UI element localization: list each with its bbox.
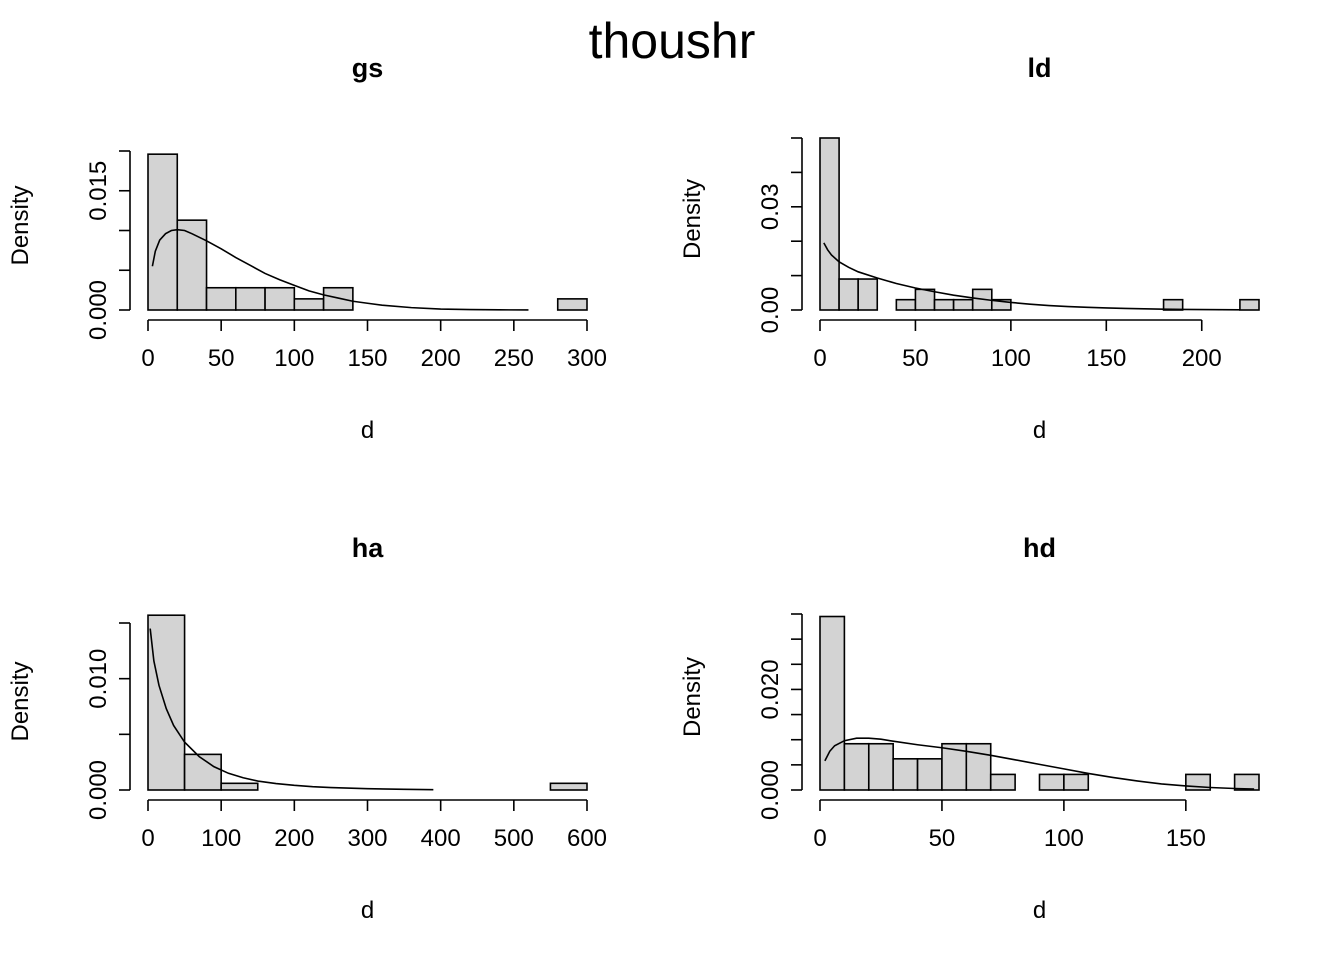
x-axis-label: d <box>361 897 374 924</box>
x-tick-label: 50 <box>902 345 929 372</box>
panel-ld: 0 50 100 150 200 0.00 0.03 ld d Density <box>679 53 1260 444</box>
x-tick-label: 300 <box>347 825 387 852</box>
x-tick-label: 0 <box>813 345 826 372</box>
histogram-bar <box>556 298 588 311</box>
x-tick-label: 100 <box>201 825 241 852</box>
x-tick-label: 150 <box>1166 825 1206 852</box>
histogram-bar <box>1233 773 1260 791</box>
x-tick-label: 150 <box>347 345 387 372</box>
panel-title: gs <box>352 53 384 83</box>
density-curve <box>151 228 529 311</box>
x-tick-label: 300 <box>567 345 607 372</box>
figure-title: thoushr <box>589 13 756 69</box>
density-curve <box>824 737 1255 790</box>
histogram-bar <box>989 773 1016 791</box>
y-tick-label: 0.015 <box>85 161 112 221</box>
x-tick-label: 100 <box>1044 825 1084 852</box>
histogram-bar <box>952 298 974 311</box>
histogram-bar <box>1038 773 1065 791</box>
histogram-bar <box>1239 298 1260 311</box>
histogram-bar <box>819 615 846 791</box>
panel-hd: 0 50 100 150 0.000 0.020 hd d Density <box>679 533 1260 924</box>
panel-title: ha <box>352 533 384 563</box>
histogram-bar <box>892 758 919 791</box>
histogram-bar <box>914 288 936 311</box>
histogram-bar <box>205 286 237 311</box>
histogram-bar <box>916 758 943 791</box>
histogram-bar <box>838 278 859 311</box>
x-tick-label: 400 <box>421 825 461 852</box>
y-axis-label: Density <box>7 185 34 265</box>
y-tick-label: 0.000 <box>85 280 112 340</box>
x-tick-label: 200 <box>274 825 314 852</box>
histogram-bar <box>549 782 588 791</box>
panel-ha: 0 100 200 300 400 500 600 0.000 0.010 ha d Density <box>7 533 607 924</box>
histogram-bar <box>933 298 955 311</box>
histogram-bar <box>220 782 259 791</box>
x-tick-label: 100 <box>991 345 1031 372</box>
x-tick-label: 600 <box>567 825 607 852</box>
histogram-bar <box>147 614 186 791</box>
histogram-bar <box>264 286 296 311</box>
histogram-bar <box>183 753 222 791</box>
x-tick-label: 500 <box>494 825 534 852</box>
y-axis-label: Density <box>7 661 34 741</box>
histogram-bar <box>990 298 1012 311</box>
histogram-bar <box>965 742 992 791</box>
histogram-bar <box>857 278 879 311</box>
x-tick-label: 150 <box>1086 345 1126 372</box>
y-tick-label: 0.000 <box>85 760 112 820</box>
density-curve <box>823 242 1240 311</box>
histogram-bar <box>867 742 894 791</box>
x-axis-label: d <box>1033 897 1046 924</box>
histogram-bar <box>895 298 917 311</box>
x-tick-label: 200 <box>421 345 461 372</box>
x-tick-label: 0 <box>141 825 154 852</box>
x-axis-label: d <box>361 417 374 444</box>
panel-title: hd <box>1023 533 1056 563</box>
histogram-bar <box>293 298 325 311</box>
histogram-bar <box>176 219 208 311</box>
x-tick-label: 0 <box>813 825 826 852</box>
y-tick-label: 0.03 <box>757 183 784 230</box>
histogram-bar <box>147 153 179 311</box>
y-tick-label: 0.00 <box>757 287 784 334</box>
y-axis-label: Density <box>679 179 706 259</box>
histogram-bar <box>235 286 266 311</box>
x-tick-label: 100 <box>274 345 314 372</box>
y-axis-label: Density <box>679 657 706 737</box>
y-tick-label: 0.000 <box>757 760 784 820</box>
histogram-bar <box>819 137 840 311</box>
x-tick-label: 250 <box>494 345 534 372</box>
panel-gs: 0 50 100 150 200 250 300 0.000 0.015 gs d Density <box>7 53 607 444</box>
x-axis-label: d <box>1033 417 1046 444</box>
histogram-bar <box>1063 773 1090 791</box>
y-tick-label: 0.020 <box>757 659 784 719</box>
x-tick-label: 0 <box>141 345 154 372</box>
x-tick-label: 200 <box>1182 345 1222 372</box>
y-tick-label: 0.010 <box>85 649 112 709</box>
x-tick-label: 50 <box>929 825 956 852</box>
panel-title: ld <box>1028 53 1052 83</box>
density-curve <box>149 628 434 791</box>
x-tick-label: 50 <box>208 345 235 372</box>
histogram-bar <box>843 742 870 791</box>
